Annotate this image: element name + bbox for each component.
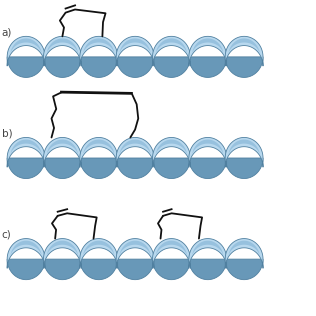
- Polygon shape: [44, 158, 81, 179]
- Polygon shape: [47, 241, 78, 255]
- Text: c): c): [2, 229, 11, 240]
- Polygon shape: [44, 36, 81, 66]
- Polygon shape: [116, 137, 154, 167]
- Polygon shape: [116, 158, 154, 179]
- Polygon shape: [44, 259, 81, 280]
- Polygon shape: [83, 241, 114, 255]
- Polygon shape: [47, 39, 78, 52]
- Polygon shape: [120, 39, 150, 52]
- Polygon shape: [225, 137, 263, 167]
- Polygon shape: [116, 259, 154, 280]
- Polygon shape: [80, 57, 118, 77]
- Polygon shape: [189, 158, 227, 179]
- Polygon shape: [156, 140, 187, 154]
- Polygon shape: [83, 140, 114, 154]
- Polygon shape: [225, 158, 263, 179]
- Polygon shape: [189, 36, 227, 66]
- Polygon shape: [44, 239, 81, 268]
- Polygon shape: [11, 241, 41, 255]
- Polygon shape: [7, 137, 45, 167]
- Polygon shape: [225, 239, 263, 268]
- Text: b): b): [2, 128, 12, 138]
- Polygon shape: [225, 259, 263, 280]
- Polygon shape: [229, 140, 259, 154]
- Polygon shape: [44, 137, 81, 167]
- Polygon shape: [120, 140, 150, 154]
- Polygon shape: [189, 239, 227, 268]
- Polygon shape: [116, 239, 154, 268]
- Polygon shape: [11, 39, 41, 52]
- Polygon shape: [80, 259, 118, 280]
- Polygon shape: [7, 239, 45, 268]
- Polygon shape: [7, 36, 45, 66]
- Polygon shape: [11, 140, 41, 154]
- Polygon shape: [116, 57, 154, 77]
- Polygon shape: [153, 158, 190, 179]
- Polygon shape: [192, 241, 223, 255]
- Polygon shape: [7, 259, 45, 280]
- Polygon shape: [229, 39, 259, 52]
- Polygon shape: [192, 39, 223, 52]
- Polygon shape: [225, 57, 263, 77]
- Polygon shape: [116, 36, 154, 66]
- Polygon shape: [153, 57, 190, 77]
- Polygon shape: [189, 57, 227, 77]
- Polygon shape: [80, 137, 118, 167]
- Polygon shape: [7, 158, 45, 179]
- Polygon shape: [153, 239, 190, 268]
- Text: a): a): [2, 27, 12, 37]
- Polygon shape: [83, 39, 114, 52]
- Polygon shape: [189, 137, 227, 167]
- Polygon shape: [156, 241, 187, 255]
- Polygon shape: [44, 57, 81, 77]
- Polygon shape: [80, 239, 118, 268]
- Polygon shape: [153, 137, 190, 167]
- Polygon shape: [153, 259, 190, 280]
- Polygon shape: [192, 140, 223, 154]
- Polygon shape: [225, 36, 263, 66]
- Polygon shape: [120, 241, 150, 255]
- Polygon shape: [189, 259, 227, 280]
- Polygon shape: [47, 140, 78, 154]
- Polygon shape: [153, 36, 190, 66]
- Polygon shape: [80, 36, 118, 66]
- Polygon shape: [229, 241, 259, 255]
- Polygon shape: [156, 39, 187, 52]
- Polygon shape: [80, 158, 118, 179]
- Polygon shape: [7, 57, 45, 77]
